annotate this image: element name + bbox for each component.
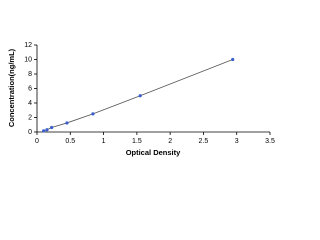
data-point [50, 125, 54, 130]
x-tick-label: 2 [168, 138, 172, 145]
data-point [231, 57, 235, 62]
x-tick-label: 0 [35, 138, 39, 145]
y-tick-label: 2 [28, 114, 32, 121]
data-point [42, 129, 46, 133]
data-point [138, 94, 142, 98]
x-axis-label: Optical Density [126, 148, 181, 157]
x-tick-label: 0.5 [65, 138, 75, 145]
y-tick-label: 6 [28, 85, 32, 92]
x-tick-label: 3 [235, 138, 239, 145]
y-tick-label: 12 [24, 42, 32, 49]
y-axis-label: Concentration(ng/mL) [7, 48, 16, 127]
data-point [91, 112, 95, 116]
y-tick-label: 0 [28, 129, 32, 136]
chart: Optical Density Concentration(ng/mL) 0 2 4… [7, 42, 275, 157]
x-tick-label: 3.5 [265, 138, 275, 145]
y-tick-label: 8 [28, 71, 32, 78]
data-point [45, 128, 49, 132]
data-point [65, 121, 69, 125]
x-tick-label: 1.5 [132, 138, 142, 145]
y-tick-label: 10 [24, 56, 32, 63]
fit-line [43, 59, 233, 132]
x-tick-label: 1 [102, 138, 106, 145]
y-tick-label: 4 [28, 100, 32, 107]
x-tick-label: 2.5 [199, 138, 209, 145]
